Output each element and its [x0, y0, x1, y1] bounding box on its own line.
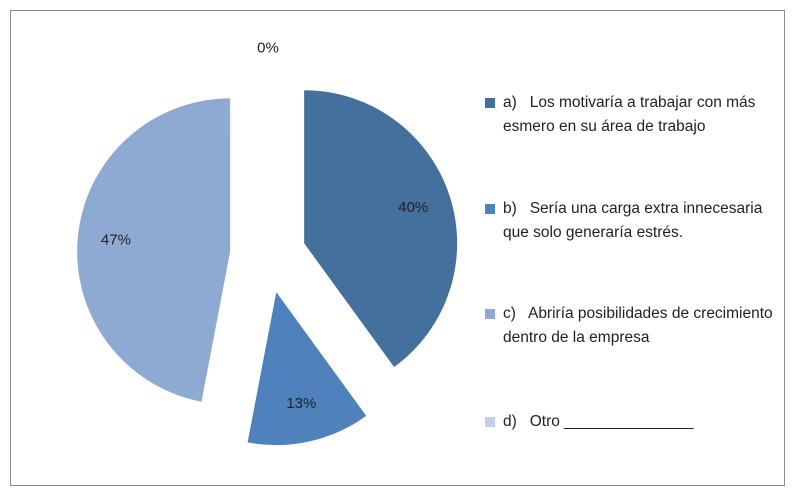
- legend-label: d) Otro _______________: [503, 413, 694, 430]
- legend-item: d) Otro _______________: [485, 410, 785, 434]
- legend-label: b) Sería una carga extra innecesaria que…: [503, 200, 767, 241]
- legend-swatch: [485, 309, 495, 319]
- legend-item: a) Los motivaría a trabajar con más esme…: [485, 91, 785, 139]
- legend-swatch: [485, 417, 495, 427]
- pie-slice: [247, 292, 367, 446]
- data-label: 0%: [257, 40, 279, 57]
- legend-label: a) Los motivaría a trabajar con más esme…: [503, 94, 760, 135]
- pie-slice: [304, 90, 458, 368]
- legend-swatch: [485, 204, 495, 214]
- data-label: 47%: [101, 232, 131, 249]
- pie-slice: [77, 98, 231, 402]
- legend-item: c) Abriría posibilidades de crecimiento …: [485, 302, 785, 350]
- data-label: 13%: [286, 395, 316, 412]
- legend-item: b) Sería una carga extra innecesaria que…: [485, 197, 785, 245]
- data-label: 40%: [398, 199, 428, 216]
- legend-label: c) Abriría posibilidades de crecimiento …: [503, 305, 777, 346]
- legend-swatch: [485, 98, 495, 108]
